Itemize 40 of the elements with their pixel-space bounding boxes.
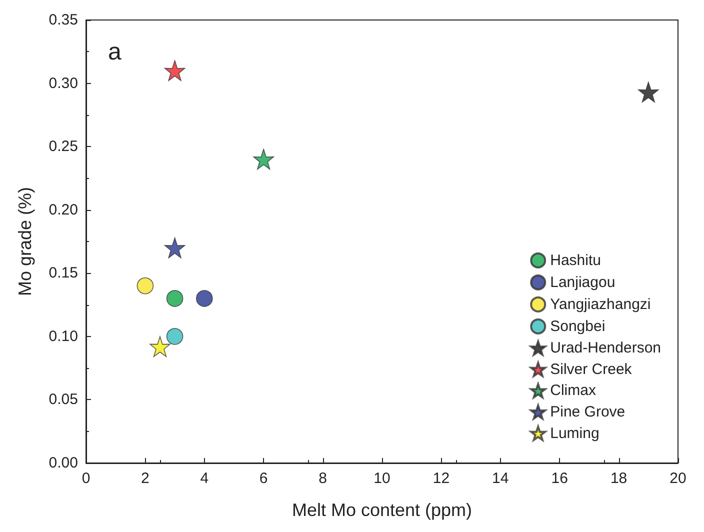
x-tick-label: 8 — [318, 470, 327, 487]
y-tick-label: 0.10 — [48, 328, 78, 345]
x-tick-label: 6 — [259, 470, 268, 487]
point — [164, 237, 186, 258]
point — [253, 148, 274, 170]
point — [196, 290, 213, 307]
legend-label: Lanjiagou — [550, 274, 616, 291]
legend-label: Hashitu — [550, 252, 601, 269]
y-tick-label: 0.20 — [48, 201, 78, 218]
point — [136, 277, 154, 294]
x-tick-label: 4 — [200, 470, 209, 487]
y-axis-title: Mo grade (%) — [15, 186, 35, 296]
x-tick-label: 16 — [551, 470, 568, 487]
y-tick-label: 0.30 — [48, 74, 78, 92]
x-tick-label: 10 — [374, 470, 390, 487]
y-tick-label: 0.25 — [48, 138, 78, 156]
legend-label: Pine Grove — [550, 404, 626, 421]
x-tick-label: 0 — [82, 470, 90, 487]
legend-label: Songbei — [550, 318, 606, 335]
legend-label: Luming — [550, 424, 600, 442]
y-tick-label: 0.35 — [48, 12, 78, 28]
point — [150, 336, 170, 357]
legend-label: Climax — [550, 382, 596, 400]
y-tick-label: 0.15 — [48, 264, 78, 282]
x-tick-label: 18 — [610, 470, 628, 487]
x-axis-title: Melt Mo content (ppm) — [292, 500, 472, 520]
y-tick-label: 0.05 — [48, 391, 78, 408]
annotation: a — [108, 38, 122, 66]
legend-label: Yangjiazhangzi — [550, 296, 651, 313]
point — [164, 60, 186, 82]
x-tick-label: 2 — [141, 470, 150, 487]
point — [638, 82, 659, 103]
y-tick-label: 0.00 — [48, 454, 78, 472]
legend-label: Silver Creek — [550, 360, 632, 378]
legend-label: Urad-Henderson — [550, 340, 661, 357]
x-tick-label: 12 — [432, 470, 450, 487]
point — [166, 328, 184, 345]
point — [166, 290, 184, 307]
x-tick-label: 14 — [492, 470, 509, 487]
x-tick-label: 20 — [670, 470, 686, 487]
